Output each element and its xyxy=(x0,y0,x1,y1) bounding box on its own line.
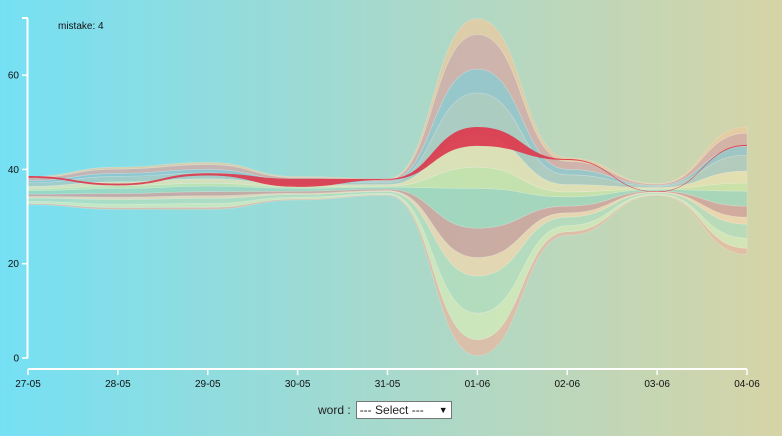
stream-layer[interactable] xyxy=(27,18,748,185)
x-tick-label: 28-05 xyxy=(105,379,131,390)
highlight-series[interactable] xyxy=(28,127,747,193)
word-selector: word : --- Select --- ▼ xyxy=(318,401,452,419)
x-tick-label: 30-05 xyxy=(285,379,311,390)
axes: 0 20 40 60 27-05 28-05 29-05 30-05 31-05 01-06 02-… xyxy=(8,17,760,390)
x-tick-label: 02-06 xyxy=(554,379,580,390)
chevron-down-icon: ▼ xyxy=(438,405,448,415)
highlight-layer[interactable] xyxy=(28,127,747,193)
stream-layer[interactable] xyxy=(27,34,748,186)
stream-layer[interactable] xyxy=(27,194,748,356)
word-label: word : xyxy=(318,403,351,417)
y-tick-label: 40 xyxy=(8,165,20,176)
stream-layers xyxy=(27,18,748,356)
word-select-value: --- Select --- xyxy=(359,403,424,417)
stream-layer[interactable] xyxy=(27,192,748,341)
x-tick-label: 27-05 xyxy=(15,379,41,390)
y-tick-label: 0 xyxy=(13,354,19,365)
y-tick-label: 20 xyxy=(8,259,20,270)
x-tick-label: 04-06 xyxy=(734,379,760,390)
x-tick-label: 01-06 xyxy=(465,379,491,390)
word-select[interactable]: --- Select --- ▼ xyxy=(355,401,452,419)
x-tick-label: 03-06 xyxy=(644,379,670,390)
mistake-annotation: mistake: 4 xyxy=(58,21,104,32)
x-tick-label: 31-05 xyxy=(375,379,401,390)
stream-layer[interactable] xyxy=(27,188,748,258)
x-tick-label: 29-05 xyxy=(195,379,221,390)
y-tick-label: 60 xyxy=(8,71,20,82)
